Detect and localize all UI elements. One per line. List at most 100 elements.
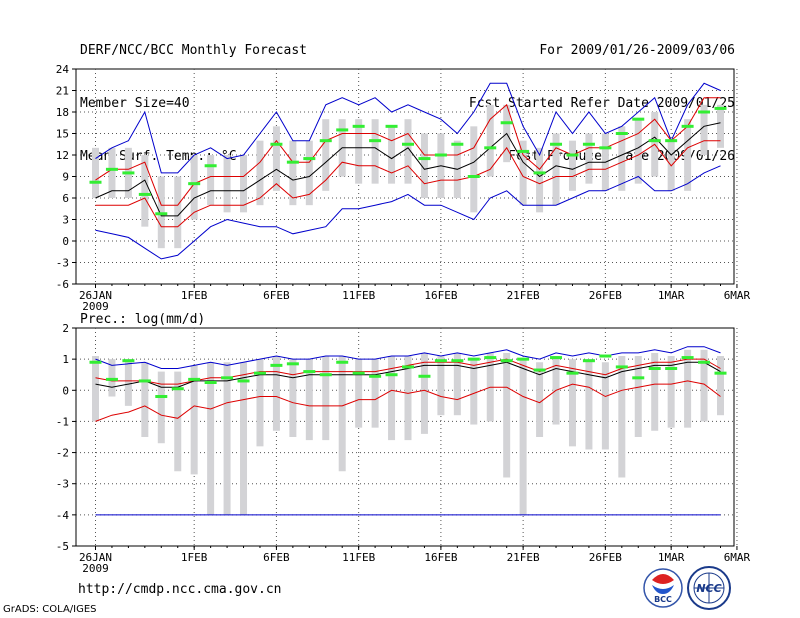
temp-xtick-label: 6FEB — [263, 289, 290, 302]
prec-range-bar — [240, 362, 248, 515]
prec-range-bar — [618, 356, 626, 478]
source-url[interactable]: http://cmdp.ncc.cma.gov.cn — [78, 582, 282, 597]
temp-xtick-label: 26JAN — [79, 289, 112, 302]
temp-xtick-label: 1FEB — [181, 289, 208, 302]
prec-obs-marker — [286, 362, 299, 366]
temp-obs-marker — [582, 142, 595, 146]
temp-obs-marker — [615, 132, 628, 135]
prec-obs-marker — [665, 366, 678, 370]
temp-xtick-label: 26FEB — [589, 289, 622, 302]
temp-range-bar — [322, 119, 330, 191]
prec-range-bar — [503, 352, 511, 478]
temp-obs-marker — [270, 142, 283, 146]
prec-xtick-label: 6FEB — [263, 551, 290, 564]
temp-obs-marker — [105, 167, 118, 171]
prec-obs-marker — [138, 379, 151, 383]
ncc-logo-label: NCC — [696, 582, 721, 595]
prec-range-bar — [404, 356, 412, 441]
prec-obs-marker — [418, 374, 431, 378]
prec-obs-marker — [155, 395, 168, 399]
temp-range-bar — [552, 133, 560, 206]
prec-q25-line — [95, 380, 721, 422]
temp-obs-marker — [286, 160, 299, 164]
prec-range-bar — [536, 362, 544, 437]
prec-range-bar — [338, 356, 346, 472]
prec-max-line — [95, 346, 721, 369]
temp-range-bar — [355, 119, 363, 184]
temp-obs-marker — [89, 180, 102, 184]
forecast-title: DERF/NCC/BCC Monthly Forecast — [80, 43, 307, 58]
prec-xtick-label: 26JAN — [79, 551, 112, 564]
temp-obs-marker — [517, 149, 530, 153]
temp-obs-marker — [467, 175, 480, 178]
temp-range-bar — [420, 133, 428, 198]
temp-ytick-label: 18 — [56, 106, 69, 119]
temp-obs-marker — [484, 146, 497, 150]
prec-obs-marker — [171, 387, 184, 391]
prec-plot-frame — [75, 327, 735, 547]
prec-obs-marker — [599, 354, 612, 358]
temp-range-bar — [371, 119, 379, 184]
prec-range-bar — [289, 359, 297, 437]
prec-range-bar — [519, 359, 527, 515]
temp-min-line — [95, 165, 721, 260]
temp-range-bar — [272, 126, 280, 191]
prec-xtick-year: 2009 — [82, 562, 109, 575]
prec-xtick-label: 16FEB — [424, 551, 457, 564]
ncc-logo: NCC — [687, 566, 731, 610]
prec-obs-marker — [582, 359, 595, 363]
prec-obs-marker — [385, 373, 398, 377]
temp-obs-marker — [122, 171, 135, 175]
prec-range-bar — [700, 349, 708, 422]
temp-obs-marker — [303, 157, 316, 161]
temp-obs-marker — [369, 139, 382, 143]
prec-obs-marker — [253, 371, 266, 375]
prec-range-bar — [190, 365, 198, 475]
prec-range-bar — [634, 356, 642, 437]
temp-range-bar — [289, 140, 297, 206]
temp-obs-marker — [698, 110, 711, 114]
grads-credit: GrADS: COLA/IGES — [3, 604, 97, 615]
prec-range-bar — [684, 349, 692, 428]
temp-ytick-label: 24 — [56, 63, 70, 76]
temp-range-bar — [388, 126, 396, 184]
temp-q25-line — [95, 140, 721, 228]
temp-xtick-label: 6MAR — [724, 289, 751, 302]
prec-range-bar — [322, 356, 330, 441]
temp-range-bar — [700, 104, 708, 155]
temp-mean-line — [95, 122, 721, 217]
temp-range-bar — [223, 155, 231, 213]
prec-xtick-label: 26FEB — [589, 551, 622, 564]
temp-xtick-label: 21FEB — [507, 289, 540, 302]
bcc-logo-label: BCC — [654, 595, 672, 604]
header-right: For 2009/01/26-2009/03/06 Fcst Started R… — [469, 11, 735, 186]
bcc-logo: BCC — [643, 568, 683, 608]
prec-ytick-label: 0 — [62, 384, 69, 397]
prec-obs-marker — [188, 377, 201, 381]
temp-obs-marker — [352, 124, 365, 128]
temp-obs-marker — [402, 142, 414, 146]
prec-obs-marker — [550, 356, 563, 360]
prec-range-bar — [223, 362, 231, 515]
member-size: Member Size=40 — [80, 96, 190, 111]
temp-xtick-year: 2009 — [82, 300, 109, 313]
prec-xtick-label: 6MAR — [724, 551, 751, 564]
prec-xtick-label: 1FEB — [181, 551, 208, 564]
prec-range-bar — [174, 371, 182, 472]
temp-range-bar — [717, 104, 724, 148]
temp-obs-marker — [385, 124, 398, 128]
temp-obs-marker — [550, 142, 563, 146]
prec-range-bar — [667, 356, 675, 428]
temp-range-bar — [568, 140, 576, 191]
prec-range-bar — [256, 359, 264, 447]
prec-range-bar — [453, 352, 461, 416]
temp-xtick-label: 1MAR — [658, 289, 685, 302]
temp-obs-marker — [319, 139, 332, 143]
temp-ytick-label: -6 — [56, 278, 69, 291]
temp-obs-marker — [533, 171, 546, 175]
prec-obs-marker — [517, 357, 530, 361]
temp-q75-line — [95, 97, 721, 206]
prec-obs-marker — [467, 357, 480, 361]
prec-ytick-label: 2 — [62, 322, 69, 335]
temp-range-bar — [519, 140, 527, 206]
